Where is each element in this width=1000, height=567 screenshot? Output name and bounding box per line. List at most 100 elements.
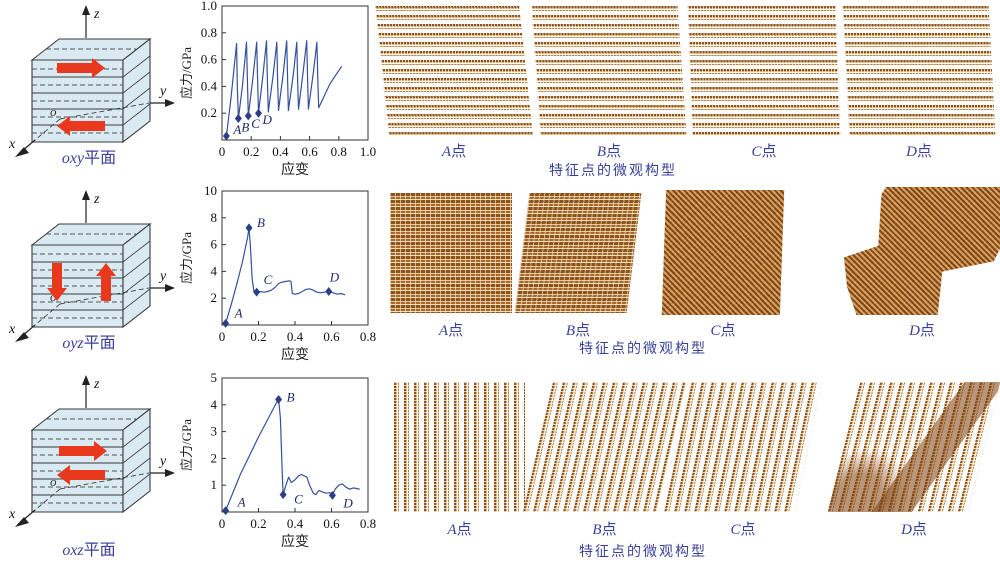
stress-strain-chart-oyz: 0 0.2 0.4 0.6 0.8 2 4 6 8 10 应变 应力/GPa A B C D <box>179 183 376 363</box>
micrograph-label-B: B点 <box>596 143 622 160</box>
plane-label-oxy: oxy平面 <box>0 144 178 168</box>
svg-text:0.6: 0.6 <box>323 516 340 531</box>
svg-text:0.2: 0.2 <box>243 144 259 159</box>
svg-text:0.8: 0.8 <box>331 144 347 159</box>
stress-strain-chart-oxz: 0 0.2 0.4 0.6 0.8 1 2 3 4 5 应变 应力/GPa A B C D <box>179 370 376 550</box>
cube-panel-oxz: z y x o oxz平面 <box>0 370 178 567</box>
svg-text:0: 0 <box>219 144 226 159</box>
svg-text:x: x <box>8 137 16 152</box>
cube-panel-oyz: z y x o oyz平面 <box>0 185 178 370</box>
micrograph-oxy-A <box>375 6 533 136</box>
svg-text:A: A <box>232 122 241 137</box>
svg-text:6: 6 <box>211 237 218 252</box>
micrograph-oyz-A <box>390 193 512 313</box>
svg-text:0.4: 0.4 <box>201 78 218 93</box>
micrograph-label-B: B点 <box>565 322 591 339</box>
micro-caption-oyz: 特征点的微观构型 <box>579 340 707 356</box>
row-oxz: z y x o oxz平面 0 0.2 0.4 0.6 0.8 1 2 3 4 5 应变 应力/GPa A B C… <box>0 370 1000 567</box>
svg-text:0.2: 0.2 <box>201 105 217 120</box>
chart-panel-oxz: 0 0.2 0.4 0.6 0.8 1 2 3 4 5 应变 应力/GPa A B C D <box>178 370 383 567</box>
micrograph-oyz-B <box>514 193 642 313</box>
svg-text:0.2: 0.2 <box>250 329 266 344</box>
svg-text:2: 2 <box>211 450 218 465</box>
svg-text:4: 4 <box>211 263 218 278</box>
svg-text:D: D <box>342 495 353 510</box>
micro-caption-oxz: 特征点的微观构型 <box>579 543 707 559</box>
svg-text:0.4: 0.4 <box>272 144 289 159</box>
plane-label-oxz: oxz平面 <box>62 542 116 559</box>
micrograph-oxy-C <box>687 6 841 136</box>
svg-text:0.6: 0.6 <box>323 329 340 344</box>
cube-panel-oxy: z y x o oxy平面 <box>0 0 178 185</box>
svg-text:应力/GPa: 应力/GPa <box>179 232 194 284</box>
svg-text:3: 3 <box>211 424 218 439</box>
svg-text:C: C <box>264 272 273 287</box>
micrograph-label-C: C点 <box>710 322 736 339</box>
micrograph-oxz-B <box>522 382 687 512</box>
micrograph-oxz-C <box>664 382 822 512</box>
shear-schematic-oxz: z y x o <box>8 375 175 527</box>
shear-schematic-oyz: z y x o <box>8 190 175 342</box>
plane-label-italic: oxy <box>61 150 85 167</box>
svg-text:o: o <box>50 289 57 304</box>
stress-strain-chart-oxy: 0 0.2 0.4 0.6 0.8 1.0 0.2 0.4 0.6 0.8 1.0 应变 应力/GPa A… <box>179 0 376 178</box>
micrograph-label-A: A点 <box>447 521 472 538</box>
svg-text:1.0: 1.0 <box>201 0 217 13</box>
svg-text:y: y <box>158 454 167 469</box>
svg-text:应力/GPa: 应力/GPa <box>179 419 194 471</box>
svg-text:D: D <box>329 270 340 285</box>
svg-text:D: D <box>262 112 273 127</box>
svg-text:8: 8 <box>211 210 218 225</box>
svg-text:C: C <box>251 116 260 131</box>
micrograph-oyz-C <box>661 190 785 315</box>
svg-text:A: A <box>234 305 243 320</box>
svg-text:0.6: 0.6 <box>201 52 218 67</box>
svg-text:0.2: 0.2 <box>250 516 266 531</box>
svg-text:x: x <box>8 507 16 522</box>
micro-caption-oxy: 特征点的微观构型 <box>549 162 677 178</box>
micrograph-oxy-D <box>842 6 996 136</box>
svg-text:0: 0 <box>219 516 226 531</box>
svg-text:0.4: 0.4 <box>287 329 304 344</box>
svg-text:2: 2 <box>211 290 218 305</box>
micrograph-label-D: D点 <box>901 521 927 538</box>
svg-text:10: 10 <box>204 185 217 198</box>
svg-text:1.0: 1.0 <box>360 144 376 159</box>
chart-panel-oxy: 0 0.2 0.4 0.6 0.8 1.0 0.2 0.4 0.6 0.8 1.0 应变 应力/GPa A… <box>178 0 383 185</box>
svg-text:0.8: 0.8 <box>360 329 376 344</box>
svg-text:0: 0 <box>219 329 226 344</box>
svg-text:0.6: 0.6 <box>301 144 318 159</box>
svg-text:0.8: 0.8 <box>360 516 376 531</box>
plane-label-oyz: oyz平面 <box>62 335 116 352</box>
svg-text:B: B <box>257 215 265 230</box>
row-oxy: z y x o oxy平面 0 0.2 0.4 0.6 0.8 1.0 0.2 0.4 0.6 0.8 1… <box>0 0 1000 185</box>
svg-text:z: z <box>93 377 100 392</box>
svg-text:应变: 应变 <box>281 161 309 178</box>
micrograph-label-C: C点 <box>751 143 777 160</box>
micrograph-oyz-D <box>844 187 1000 315</box>
svg-text:应变: 应变 <box>281 533 309 550</box>
shear-schematic-oxy: z y x o <box>8 5 175 157</box>
row-oyz: z y x o oyz平面 0 0.2 0.4 0.6 0.8 2 4 6 8 10 应变 应力/GPa A B… <box>0 183 1000 370</box>
micro-panel-oxz: A点 B点 C点 D点 特征点的微观构型 <box>378 370 1000 567</box>
micrograph-label-C: C点 <box>730 521 756 538</box>
svg-text:应变: 应变 <box>281 346 309 363</box>
svg-text:y: y <box>158 84 167 99</box>
svg-text:4: 4 <box>211 397 218 412</box>
micrograph-label-A: A点 <box>438 322 464 339</box>
micrograph-label-D: D点 <box>906 143 932 160</box>
svg-text:x: x <box>8 322 16 337</box>
svg-text:y: y <box>158 269 167 284</box>
micrograph-label-A: A点 <box>441 143 467 160</box>
micrograph-oxz-D <box>827 382 1000 512</box>
svg-text:0.4: 0.4 <box>287 516 304 531</box>
svg-text:o: o <box>50 474 57 489</box>
svg-text:1: 1 <box>211 477 218 492</box>
svg-text:B: B <box>287 389 295 404</box>
micro-panel-oyz: A点 B点 C点 D点 特征点的微观构型 <box>378 185 1000 370</box>
micrograph-oxy-B <box>531 6 687 136</box>
micrograph-oxz-A <box>394 382 525 512</box>
micrograph-label-B: B点 <box>592 521 617 538</box>
micrograph-label-D: D点 <box>909 322 935 339</box>
